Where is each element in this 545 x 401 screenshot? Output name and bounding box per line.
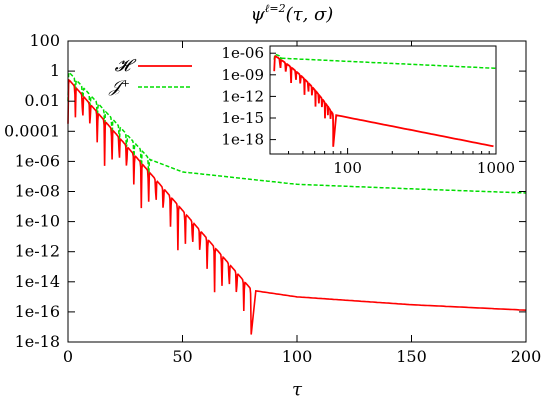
inset-background [270,46,496,154]
inset-series-line-horizon [273,54,494,148]
inset-y-tick-label: 1e-12 [221,87,264,105]
main-series-group [67,71,527,335]
x-tick-label: 200 [511,347,542,366]
y-tick-label: 1e-12 [15,242,60,261]
y-tick-label: 1e-06 [15,151,60,170]
series-line-horizon [67,78,527,335]
inset-y-tick-label: 1e-06 [221,44,264,62]
y-tick-label: 1e-18 [15,332,60,351]
x-tick-label: 50 [172,347,192,366]
x-tick-label: 0 [63,347,73,366]
legend-label-scri: 𝒥⁺ [108,77,130,97]
y-tick-label: 0.0001 [4,121,60,140]
legend-label-horizon: 𝓗 [115,56,137,76]
inset-series-line-scri [273,53,496,70]
x-tick-label: 100 [282,347,313,366]
x-tick-label: 150 [396,347,427,366]
inset-frame [269,45,497,155]
inset-x-tick-label: 100 [333,159,362,177]
chart-title-args: (τ, σ) [286,4,334,25]
inset-y-tick-label: 1e-15 [221,109,264,127]
inset-y-tick-label: 1e-18 [221,131,264,149]
x-axis-title: τ [292,379,303,400]
y-tick-label: 1e-08 [15,182,60,201]
y-tick-label: 100 [29,31,60,50]
y-tick-label: 1 [50,61,60,80]
chart-title: ψℓ=2(τ, σ) [251,2,334,25]
chart-title-base: ψ [251,4,266,25]
y-tick-label: 1e-16 [15,302,60,321]
main-axes: 0 50 100 150 200 1e-18 1e-16 1e-14 1e-12 1e-10 1e-… [4,31,541,366]
y-tick-label: 1e-10 [15,212,60,231]
inset-y-tick-label: 1e-09 [221,66,264,84]
chart-title-sup: ℓ=2 [265,2,286,15]
y-tick-label: 0.01 [24,91,60,110]
y-tick-label: 1e-14 [15,272,60,291]
inset-x-tick-label: 1000 [477,159,515,177]
legend: 𝓗 𝒥⁺ [108,56,192,97]
inset-axes: 100 1000 1e-18 1e-15 1e-12 1e-09 1e-06 [221,44,515,177]
inset-series-group [273,53,496,148]
